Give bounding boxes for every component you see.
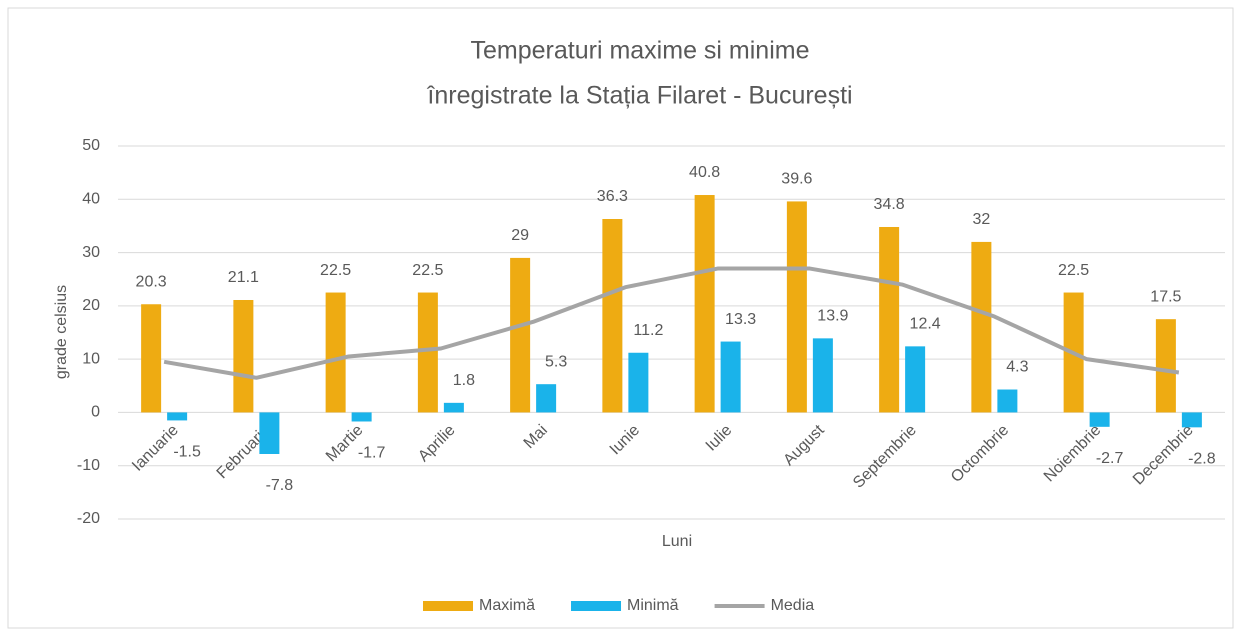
bar (1181, 412, 1202, 428)
data-label: 39.6 (781, 171, 812, 188)
bar (167, 412, 188, 421)
y-tick-label: 30 (82, 244, 100, 261)
bar (141, 304, 162, 413)
data-label: 21.1 (228, 269, 259, 286)
bar (786, 201, 807, 413)
bar (1089, 412, 1110, 427)
bar (417, 292, 438, 413)
data-label: 22.5 (320, 262, 351, 279)
bar (971, 241, 992, 413)
data-label: 36.3 (597, 188, 628, 205)
bar (694, 195, 715, 413)
bar (905, 346, 926, 413)
line (163, 266, 1180, 380)
data-label: 20.3 (136, 273, 167, 290)
bar (233, 299, 254, 413)
chart-subtitle: înregistrate la Stația Filaret - Bucureș… (426, 82, 852, 110)
y-tick-label: -20 (77, 510, 100, 527)
y-tick-label: 40 (82, 191, 100, 208)
data-label: 29 (511, 227, 529, 244)
x-axis-title: Luni (662, 533, 692, 550)
data-label: -1.7 (358, 445, 386, 462)
data-label: 34.8 (874, 196, 905, 213)
data-label: -2.7 (1096, 450, 1124, 467)
bar (325, 292, 346, 413)
bar (720, 341, 741, 413)
bar (259, 412, 280, 454)
legend-swatch (423, 601, 473, 611)
data-label: -7.8 (266, 477, 294, 494)
data-label: 22.5 (1058, 262, 1089, 279)
legend-label: Maximă (479, 597, 535, 614)
data-label: 40.8 (689, 164, 720, 181)
data-label: 4.3 (1006, 359, 1028, 376)
legend-label: Minimă (627, 597, 679, 614)
y-axis-title: grade celsius (53, 285, 70, 379)
y-tick-label: 50 (82, 137, 100, 154)
data-label: 32 (972, 211, 990, 228)
data-label: 5.3 (545, 353, 567, 370)
bar (879, 226, 900, 413)
data-label: 13.3 (725, 311, 756, 328)
bar (628, 352, 649, 413)
y-tick-label: 10 (82, 350, 100, 367)
y-tick-label: 0 (91, 404, 100, 421)
bar (602, 219, 623, 413)
bar (443, 402, 464, 413)
data-label: 1.8 (453, 372, 475, 389)
data-label: 17.5 (1150, 288, 1181, 305)
data-label: 13.9 (817, 308, 848, 325)
data-label: 22.5 (412, 262, 443, 279)
data-label: 11.2 (633, 322, 663, 339)
y-tick-label: -10 (77, 457, 100, 474)
bar (1155, 319, 1176, 413)
data-label: -2.8 (1188, 451, 1216, 468)
bar (351, 412, 372, 422)
data-label: -1.5 (173, 444, 201, 461)
chart-title: Temperaturi maxime si minime (471, 37, 810, 65)
data-label: 12.4 (910, 316, 941, 333)
bar (536, 384, 557, 413)
bar (812, 338, 833, 413)
legend-label: Media (771, 597, 815, 614)
y-tick-label: 20 (82, 297, 100, 314)
bar (510, 257, 531, 413)
legend-swatch (571, 601, 622, 611)
bar (997, 389, 1018, 413)
